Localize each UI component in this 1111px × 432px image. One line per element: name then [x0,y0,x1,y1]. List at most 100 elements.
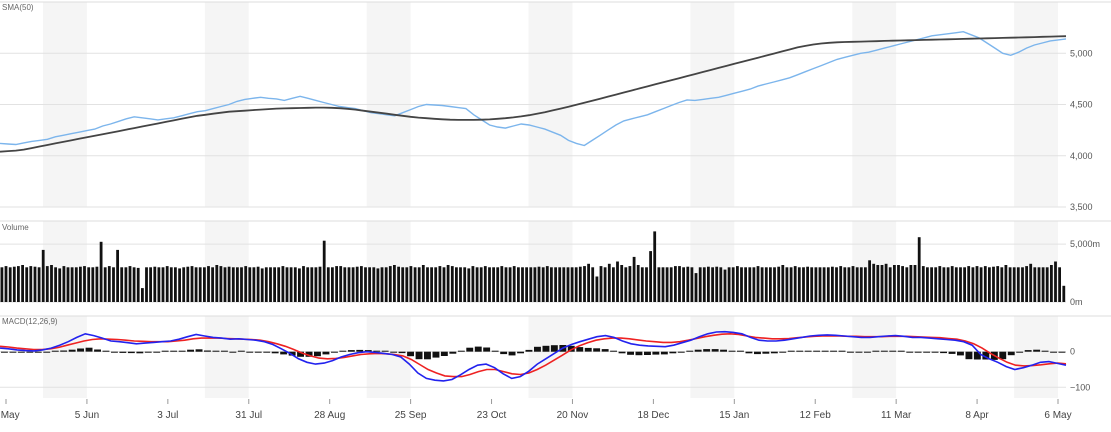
histogram-bar [610,350,617,352]
volume-bar [806,266,809,302]
volume-bar [8,267,12,302]
volume-bar [628,266,632,302]
volume-bar [459,267,462,302]
volume-bar [603,267,607,302]
histogram-bar [254,351,262,353]
y-tick-label: −100 [1070,382,1090,392]
volume-bar [954,267,958,302]
macd-y-axis: 0 −100 [1070,347,1090,393]
x-tick-label: 31 Jul [235,410,262,421]
volume-bar [971,267,975,302]
histogram-bar [737,350,744,352]
volume-y-axis: 5,000m 0m [1070,239,1100,307]
volume-bar [141,288,144,302]
histogram-bar [9,351,17,353]
histogram-bar [644,351,651,355]
histogram-bar [652,351,660,355]
volume-bar [426,267,429,302]
volume-bar [293,267,297,302]
volume-bar [409,266,413,302]
histogram-bar [314,351,321,357]
histogram-bar [1033,349,1041,352]
volume-bar [736,266,739,302]
histogram-bar [457,350,465,352]
volume-bar [120,267,124,302]
histogram-bar [1024,350,1032,352]
volume-bar [1021,267,1024,302]
histogram-bar [796,350,804,352]
volume-bar [537,266,541,302]
histogram-bar [923,351,931,353]
histogram-bar [491,350,499,352]
histogram-bar [762,351,770,354]
volume-bar [942,267,946,302]
volume-bar [769,267,772,302]
x-tick-label: 8 May [0,410,20,421]
volume-bar [1045,267,1049,302]
volume-bar [236,267,239,302]
volume-bar [413,267,417,302]
volume-bar [810,267,814,302]
volume-bar [731,267,735,302]
volume-bar [1008,267,1012,302]
volume-bar [859,267,863,302]
volume-bar [764,267,768,302]
volume-bar [802,267,805,302]
volume-bar [574,267,578,302]
volume-bar [463,267,467,302]
histogram-bar [660,351,668,355]
volume-bar [822,267,826,302]
volume-bar [17,266,20,302]
volume-bar [302,266,305,302]
histogram-bar [204,350,211,352]
volume-bar [401,267,405,302]
volume-bar [95,266,99,302]
histogram-bar [965,351,973,360]
macd-lines [0,330,1067,382]
y-tick-label: 4,000 [1070,151,1093,161]
histogram-bar [906,351,914,353]
volume-bar [405,267,409,302]
histogram-bar [889,350,897,352]
volume-bar [781,265,785,302]
volume-bar [488,267,491,302]
histogram-bar [601,349,609,352]
histogram-bar [415,351,423,360]
histogram-bar [830,350,837,352]
volume-bar [570,267,574,302]
volume-bar [636,265,640,302]
volume-bar [508,267,512,302]
volume-bar [888,267,892,302]
histogram-bar [347,350,355,352]
volume-bar [657,267,661,302]
histogram-bar [973,351,981,360]
volume-bar [665,267,669,302]
histogram-bar [212,350,220,352]
volume-bar [893,265,896,302]
volume-bar [975,266,979,302]
histogram-bar [322,351,330,355]
volume-bar [525,267,528,302]
histogram-bar [1007,351,1015,356]
volume-bar [702,267,706,302]
volume-bar [388,266,392,302]
volume-bar [1062,285,1066,302]
volume-bar [446,265,450,302]
volume-bar [967,266,971,302]
volume-bar [979,267,983,302]
volume-bar [826,267,830,302]
histogram-bar [364,350,372,352]
volume-bar [678,266,681,302]
volume-bar [905,267,909,302]
histogram-bar [999,351,1007,360]
histogram-bar [43,351,51,353]
volume-bar [1016,267,1020,302]
volume-bar [694,273,698,302]
volume-bar [483,266,487,302]
y-tick-label: 5,000m [1070,239,1100,249]
x-tick-label: 23 Oct [477,410,507,421]
histogram-bar [593,348,601,352]
volume-bar [839,266,843,302]
histogram-bar [1050,351,1057,353]
histogram-bar [263,351,271,353]
